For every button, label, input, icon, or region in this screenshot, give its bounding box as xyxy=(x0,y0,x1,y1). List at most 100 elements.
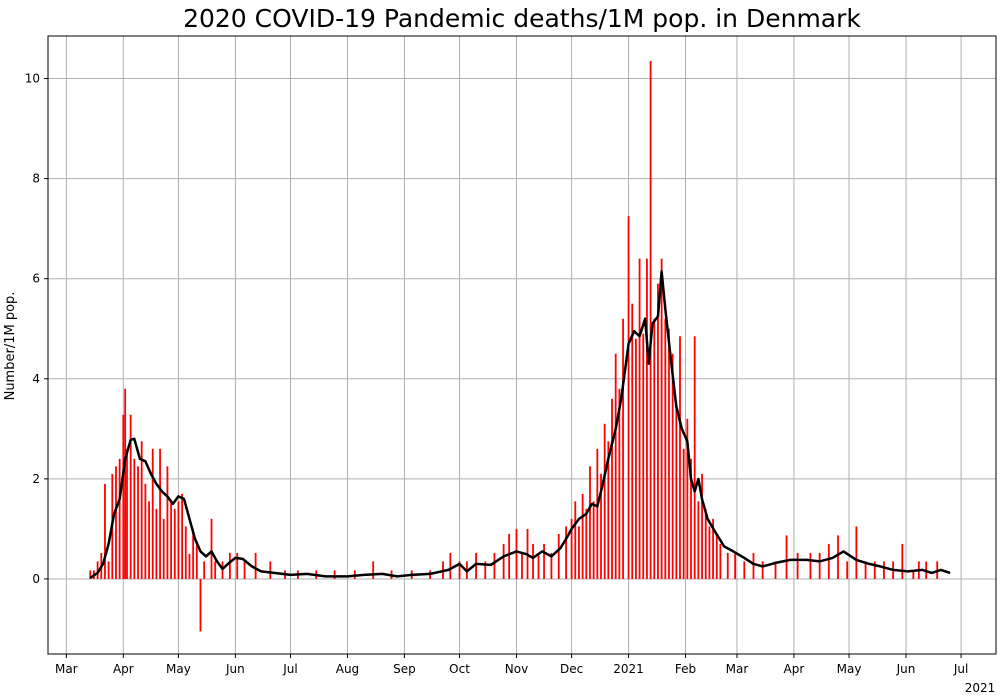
bar xyxy=(192,528,195,579)
bar xyxy=(508,533,511,579)
bar xyxy=(166,466,169,579)
bar xyxy=(140,441,143,579)
bar xyxy=(712,518,714,579)
bar xyxy=(592,501,595,579)
x-tick-label: Jun xyxy=(225,662,245,676)
bar xyxy=(96,561,99,579)
bar xyxy=(912,570,915,579)
bar xyxy=(649,61,652,579)
bar xyxy=(901,543,904,579)
bar xyxy=(484,561,487,579)
bar xyxy=(122,414,125,579)
bar xyxy=(181,493,184,579)
bar xyxy=(686,418,689,579)
line-series xyxy=(89,269,951,579)
bar xyxy=(118,458,121,579)
bar xyxy=(704,508,707,579)
bar xyxy=(129,414,132,579)
x-axis-ticks: Mar Apr May Jun Jul Aug Sep Oct Nov Dec 2021 Feb Mar… xyxy=(55,654,968,676)
bar xyxy=(199,578,202,632)
bar xyxy=(726,552,729,579)
x-tick-label: Feb xyxy=(675,662,696,676)
bar xyxy=(864,561,867,579)
bar xyxy=(269,561,272,579)
bar xyxy=(635,338,637,579)
bar xyxy=(124,388,127,579)
bar xyxy=(188,553,191,579)
y-tick-label: 8 xyxy=(32,172,40,186)
bar xyxy=(159,448,161,579)
bar xyxy=(137,466,139,579)
x-tick-label: Jul xyxy=(953,662,968,676)
bar xyxy=(144,483,147,579)
bar xyxy=(883,561,885,579)
plot-frame xyxy=(47,35,997,655)
x-tick-label: Dec xyxy=(560,662,583,676)
bar xyxy=(173,508,176,579)
bar xyxy=(585,508,588,579)
bar xyxy=(818,552,821,579)
bar xyxy=(89,570,92,579)
bar xyxy=(502,543,505,579)
bar xyxy=(543,543,545,579)
bar xyxy=(493,552,496,579)
bar xyxy=(607,441,610,579)
bar xyxy=(796,552,799,579)
x-tick-label: Jun xyxy=(896,662,916,676)
x-tick-label: Nov xyxy=(505,662,528,676)
bar xyxy=(873,561,876,579)
bar xyxy=(203,561,206,579)
bar xyxy=(622,318,624,579)
bar xyxy=(254,552,257,579)
bar xyxy=(550,552,553,579)
bar xyxy=(657,283,659,579)
bar xyxy=(177,501,180,579)
bar xyxy=(627,216,630,579)
bar xyxy=(557,533,560,579)
bar xyxy=(458,561,461,579)
bar xyxy=(581,493,584,579)
bar xyxy=(333,570,336,579)
bar xyxy=(785,535,788,579)
bar xyxy=(372,561,375,579)
bar xyxy=(449,552,452,579)
bar xyxy=(660,258,663,579)
x-tick-label: Apr xyxy=(113,662,134,676)
bar xyxy=(600,473,602,579)
y-tick-label: 6 xyxy=(32,272,40,286)
bar xyxy=(668,328,670,579)
bar xyxy=(589,466,591,579)
bar xyxy=(690,458,692,579)
y-tick-label: 2 xyxy=(32,472,40,486)
grid xyxy=(48,36,996,654)
bar xyxy=(214,561,217,579)
x-tick-label: Apr xyxy=(784,662,805,676)
bar xyxy=(115,466,117,579)
bar xyxy=(642,333,645,579)
bar xyxy=(752,552,755,579)
bar xyxy=(743,561,746,579)
bar xyxy=(719,543,722,579)
bar xyxy=(221,561,224,579)
bar xyxy=(715,533,718,579)
bar xyxy=(521,552,523,579)
bar xyxy=(618,388,621,579)
bar xyxy=(846,561,849,579)
y-axis-ticks: 0 2 4 6 8 10 xyxy=(25,72,48,586)
bar xyxy=(671,353,674,579)
bar xyxy=(578,526,580,579)
bar xyxy=(653,318,656,579)
bar xyxy=(475,552,477,579)
y-tick-label: 0 xyxy=(32,572,40,586)
x-tick-label: Jul xyxy=(282,662,297,676)
bar xyxy=(243,561,246,579)
bar xyxy=(195,543,198,579)
y-axis-label: Number/1M pop. xyxy=(3,292,18,401)
bar xyxy=(734,552,737,579)
bar xyxy=(210,518,213,579)
moving-average-line xyxy=(89,269,951,579)
x-tick-label: Sep xyxy=(393,662,416,676)
bar xyxy=(631,303,634,579)
bar xyxy=(701,473,703,579)
